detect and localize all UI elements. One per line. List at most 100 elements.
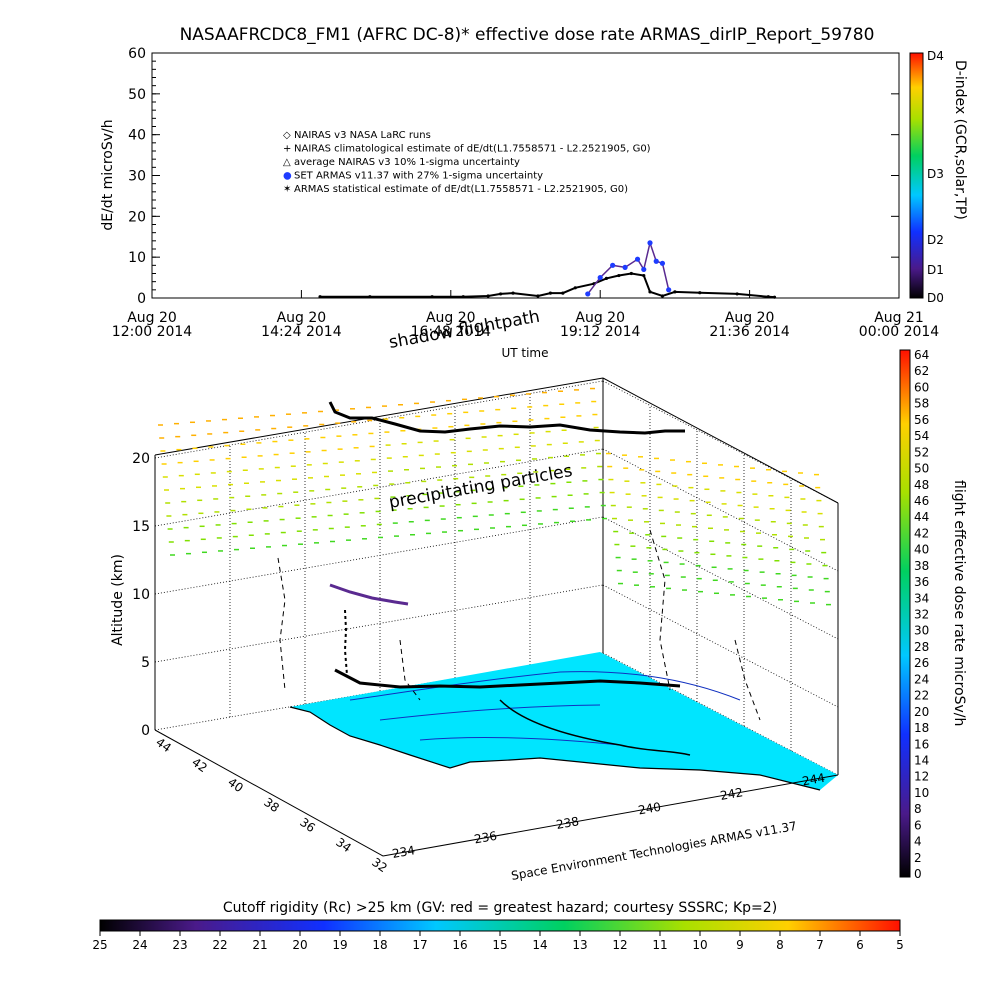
legend-marker: ◇	[283, 130, 291, 141]
chart-title: NASAAFRCDC8_FM1 (AFRC DC-8)* effective d…	[180, 25, 875, 45]
legend-entry: average NAIRAS v3 10% 1-sigma uncertaint…	[294, 157, 520, 168]
series-point	[617, 273, 621, 278]
cutoff-tick-label: 15	[492, 938, 507, 952]
cutoff-tick-label: 14	[532, 938, 547, 952]
dose-colorbar-tick-label: 30	[914, 624, 929, 638]
series-point	[766, 295, 770, 299]
latitude-tick-label: 42	[189, 755, 210, 775]
series-point	[666, 287, 672, 293]
altitude-tick-label: 10	[132, 587, 150, 603]
series-point	[610, 262, 616, 268]
top-y-tick-label: 20	[128, 209, 146, 225]
series-point	[461, 295, 465, 299]
d-index-ticks: D0 D1 D2 D3 D4	[927, 49, 944, 305]
dose-colorbar-tick-label: 50	[914, 462, 929, 476]
series-point	[735, 292, 739, 296]
cutoff-tick-label: 11	[652, 938, 667, 952]
cutoff-tick-label: 13	[572, 938, 587, 952]
series-point	[536, 294, 540, 298]
map-sea	[290, 652, 838, 790]
dose-colorbar-tick-label: 16	[914, 737, 929, 751]
cutoff-tick-label: 25	[92, 938, 107, 952]
longitude-tick-label: 234	[391, 843, 416, 861]
cutoff-tick-label: 12	[612, 938, 627, 952]
top-x-tick-label-time: 21:36 2014	[709, 324, 790, 340]
longitude-tick-label: 244	[801, 771, 826, 789]
series-point	[673, 290, 677, 294]
altitude-axis: 0 5 10 15 20	[132, 451, 150, 739]
d-index-tick-label: D1	[927, 263, 944, 277]
top-x-tick-label-time: 00:00 2014	[859, 324, 940, 340]
longitude-tick-label: 238	[555, 814, 580, 832]
series-point	[642, 273, 646, 278]
dose-colorbar-tick-label: 26	[914, 656, 929, 670]
dose-colorbar-label: flight effective dose rate microSv/h	[951, 480, 967, 726]
series-point	[641, 266, 647, 273]
series-point	[486, 294, 490, 298]
series-line	[587, 240, 670, 295]
flight-track-climb	[329, 583, 409, 606]
dose-colorbar-tick-label: 22	[914, 689, 929, 703]
dose-colorbar-tick-label: 56	[914, 413, 929, 427]
dose-colorbar-tick-label: 48	[914, 478, 929, 492]
series-point	[648, 290, 652, 294]
dose-colorbar-tick-label: 44	[914, 510, 929, 524]
cutoff-colorbar-ticks: 25 24 23 22 21 20 19 18 17 16 15 14 13 12 11 10 9 8 7 6 5	[92, 931, 904, 952]
top-y-tick-label: 10	[128, 250, 146, 266]
dose-colorbar-tick-label: 28	[914, 640, 929, 654]
cutoff-tick-label: 23	[172, 938, 187, 952]
series-point	[548, 291, 553, 295]
dose-colorbar-tick-label: 36	[914, 575, 929, 589]
cutoff-tick-label: 18	[372, 938, 387, 952]
cutoff-tick-label: 5	[896, 938, 904, 952]
top-x-tick-label-date: Aug 20	[426, 310, 476, 326]
top-x-tick-label-date: Aug 20	[575, 310, 625, 326]
dose-colorbar-tick-label: 10	[914, 786, 929, 800]
flight-track-descent	[343, 609, 348, 676]
d-index-label: D-index (GCR,solar,TP)	[952, 60, 968, 220]
dose-colorbar-tick-label: 6	[914, 818, 922, 832]
d-index-tick-label: D0	[927, 291, 944, 305]
dose-colorbar-tick-label: 4	[914, 835, 922, 849]
dose-colorbar-tick-label: 12	[914, 770, 929, 784]
flightpath-3d-chart: shadow flightpath precipitating particle…	[110, 307, 967, 883]
dose-colorbar	[899, 349, 911, 878]
map-features	[349, 671, 741, 746]
altitude-tick-label: 5	[141, 655, 150, 671]
floor-edges	[154, 729, 839, 857]
altitude-tick-label: 15	[132, 519, 150, 535]
longitude-tick-label: 242	[719, 785, 744, 803]
d-index-tick-label: D3	[927, 167, 944, 181]
dose-colorbar-tick-label: 18	[914, 721, 929, 735]
annotation-precipitating-particles: precipitating particles	[387, 461, 574, 513]
dose-colorbar-tick-label: 2	[914, 851, 922, 865]
dose-colorbar-tick-label: 62	[914, 364, 929, 378]
top-x-axis-label: UT time	[501, 346, 548, 360]
longitude-tick-label: 240	[637, 800, 662, 818]
series-point	[604, 276, 609, 280]
series-point	[561, 291, 565, 295]
dose-colorbar-tick-label: 20	[914, 705, 929, 719]
top-x-tick-label-time: 14:24 2014	[261, 324, 342, 340]
series-point	[585, 291, 591, 297]
shadow-track-floor	[499, 699, 691, 756]
cutoff-colorbar-label: Cutoff rigidity (Rc) >25 km (GV: red = g…	[223, 900, 777, 916]
legend-marker: △	[283, 157, 291, 168]
dose-colorbar-tick-label: 42	[914, 526, 929, 540]
dose-colorbar-tick-label: 64	[914, 348, 929, 362]
top-legend: ◇ NAIRAS v3 NASA LaRC runs+ NAIRAS climato…	[283, 130, 651, 195]
shadow-track-left	[277, 557, 286, 691]
map-coastline	[289, 706, 821, 791]
dose-colorbar-tick-label: 0	[914, 867, 922, 881]
legend-marker: ●	[283, 171, 292, 182]
series-point	[653, 258, 659, 264]
top-y-axis: 0 10 20 30 40 50 60	[128, 46, 899, 307]
series-point	[629, 271, 633, 276]
flight-track-low	[334, 668, 681, 689]
series-point	[499, 292, 503, 296]
series-point	[511, 291, 515, 295]
